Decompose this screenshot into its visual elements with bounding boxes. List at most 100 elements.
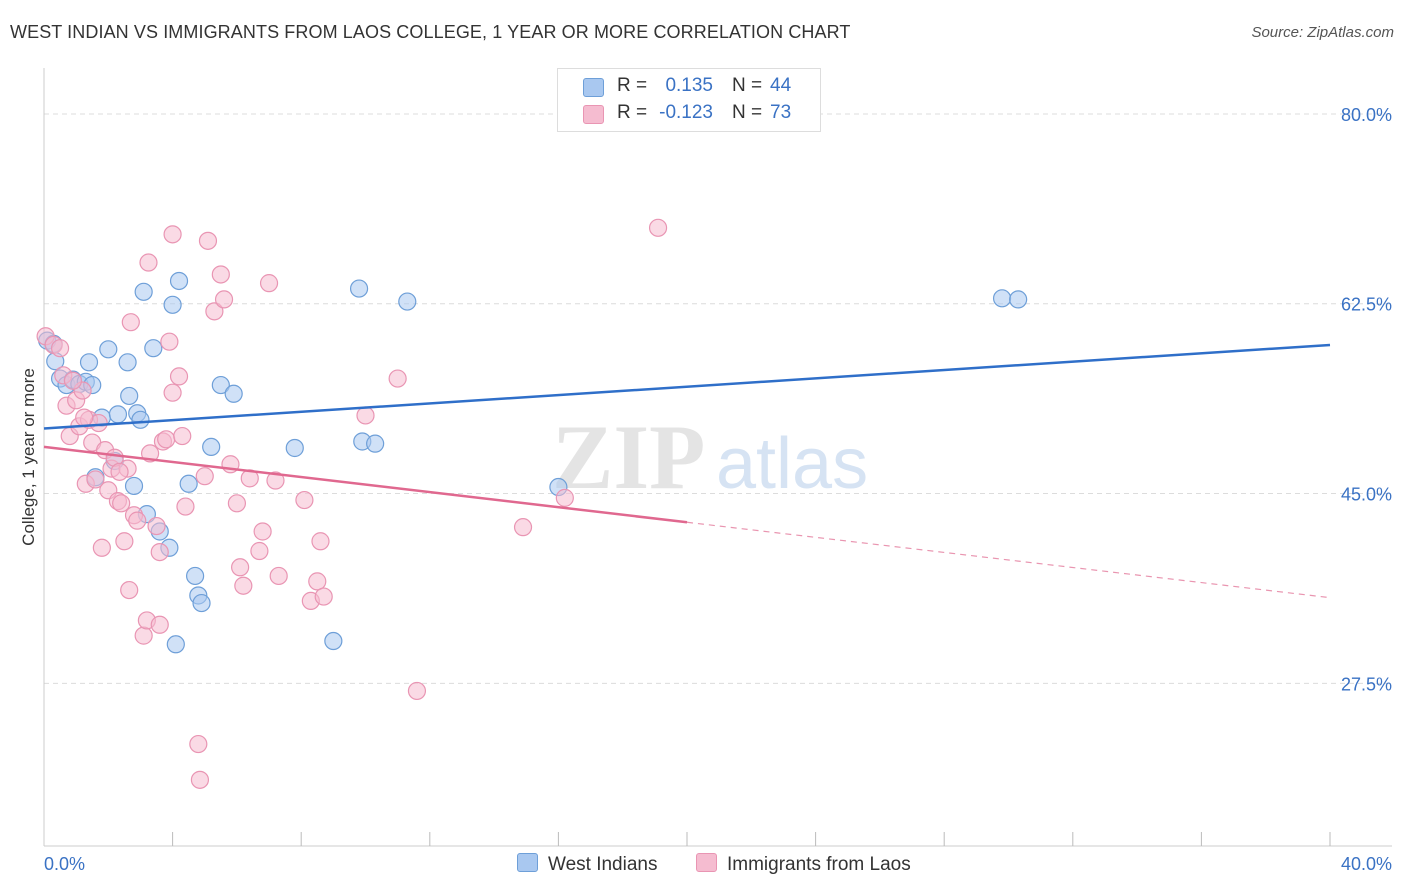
laos-point xyxy=(308,572,327,591)
west-indian-point xyxy=(992,289,1012,308)
watermark-atlas: atlas xyxy=(716,424,868,504)
west-indian-point xyxy=(366,434,385,453)
laos-point xyxy=(128,511,147,530)
laos-point xyxy=(75,408,94,427)
y-tick-label: 27.5% xyxy=(1341,674,1392,694)
west-indian-point xyxy=(211,375,230,395)
west-indian-point xyxy=(99,340,118,359)
laos-point xyxy=(266,471,285,490)
y-tick-label: 62.5% xyxy=(1341,295,1392,315)
legend-r-label: R = xyxy=(617,102,648,123)
laos-point xyxy=(86,470,105,489)
laos-point xyxy=(115,532,134,551)
west-indian-point xyxy=(166,635,185,654)
legend-n-value: 44 xyxy=(770,75,792,96)
watermark: ZIP atlas xyxy=(552,406,868,508)
laos-point xyxy=(253,522,272,541)
laos-point xyxy=(163,225,182,244)
legend-n-label: N = xyxy=(732,102,763,123)
chart-source: Source: ZipAtlas.com xyxy=(1251,24,1394,41)
stats-legend: R = 0.135 N = 44 R = -0.123 N = 73 xyxy=(557,68,821,132)
chart-title: WEST INDIAN VS IMMIGRANTS FROM LAOS COLL… xyxy=(10,22,851,42)
laos-point xyxy=(269,566,288,586)
bottom-legend-label: West Indians xyxy=(548,854,658,875)
laos-point xyxy=(121,313,140,332)
laos-point xyxy=(214,290,234,309)
labels-layer: 27.5% 45.0% 62.5% 80.0% 0.0% 40.0% College, 1 … xyxy=(19,105,1392,874)
west-indian-point xyxy=(186,566,205,586)
laos-point xyxy=(150,542,169,562)
west-indian-point xyxy=(398,292,417,311)
laos-point xyxy=(259,274,279,293)
west-indian-point xyxy=(285,438,304,458)
watermark-zip: ZIP xyxy=(552,406,705,508)
legend-n-label: N = xyxy=(732,75,763,96)
west-indian-point xyxy=(324,631,343,651)
laos-point xyxy=(388,369,407,388)
laos-point xyxy=(112,494,131,513)
bottom-legend-laos: Immigrants from Laos xyxy=(696,853,911,876)
laos-point xyxy=(205,302,224,321)
laos-point xyxy=(250,541,269,561)
west-indian-point xyxy=(349,279,369,298)
y-tick-label: 80.0% xyxy=(1341,105,1392,125)
west-indian-point xyxy=(169,271,189,291)
west-indian-point xyxy=(192,593,211,613)
west-indian-point xyxy=(118,353,137,372)
laos-point xyxy=(189,734,208,754)
legend-swatch-pink xyxy=(583,105,604,124)
grid-layer xyxy=(44,113,1392,684)
laos-point xyxy=(231,558,250,577)
laos-point xyxy=(134,626,153,645)
west-indian-point xyxy=(163,295,182,314)
laos-point xyxy=(147,516,166,536)
laos-point xyxy=(176,497,195,516)
laos-point xyxy=(157,430,176,449)
laos-point xyxy=(163,383,182,402)
laos-point xyxy=(407,681,427,701)
laos-point xyxy=(120,580,139,600)
west-indian-point xyxy=(1009,290,1028,309)
laos-point xyxy=(648,218,668,237)
west-indian-point xyxy=(179,474,198,493)
west-indian-point xyxy=(134,282,153,301)
laos-point xyxy=(198,231,218,250)
west-indian-point xyxy=(131,410,150,429)
laos-point xyxy=(356,406,375,425)
laos-point xyxy=(160,332,179,351)
west-indian-point xyxy=(79,353,99,372)
laos-point xyxy=(295,490,314,510)
y-tick-label: 45.0% xyxy=(1341,485,1392,505)
laos-point xyxy=(110,462,129,481)
laos-point xyxy=(169,367,189,386)
west-indian-point xyxy=(108,405,128,424)
laos-point xyxy=(234,576,253,595)
axes-layer xyxy=(43,68,1392,847)
laos-point xyxy=(211,265,230,284)
laos-point xyxy=(513,518,533,537)
west-indian-point xyxy=(224,384,243,403)
legend-swatch-blue xyxy=(583,78,604,97)
laos-point xyxy=(50,339,70,358)
laos-trendline-dashed xyxy=(686,521,1331,599)
legend-n-value: 73 xyxy=(770,102,792,123)
bottom-legend-west-indians: West Indians xyxy=(517,853,657,876)
laos-trendline-solid xyxy=(43,445,688,524)
x-tick-label: 0.0% xyxy=(44,854,85,874)
laos-point xyxy=(139,253,158,272)
trend-layer xyxy=(43,343,1331,599)
legend-r-value: -0.123 xyxy=(659,102,713,123)
legend-r-value: 0.135 xyxy=(665,75,713,96)
points-layer xyxy=(36,218,1028,789)
bottom-legend-swatch-blue xyxy=(517,853,538,872)
laos-point xyxy=(314,587,333,606)
laos-point xyxy=(63,371,83,390)
west-indian-point xyxy=(144,339,163,358)
laos-point xyxy=(311,532,330,551)
west-indian-trendline xyxy=(43,343,1331,430)
laos-point xyxy=(150,615,169,634)
laos-point xyxy=(227,494,246,513)
laos-point xyxy=(92,538,111,557)
west-indian-point xyxy=(124,476,144,496)
